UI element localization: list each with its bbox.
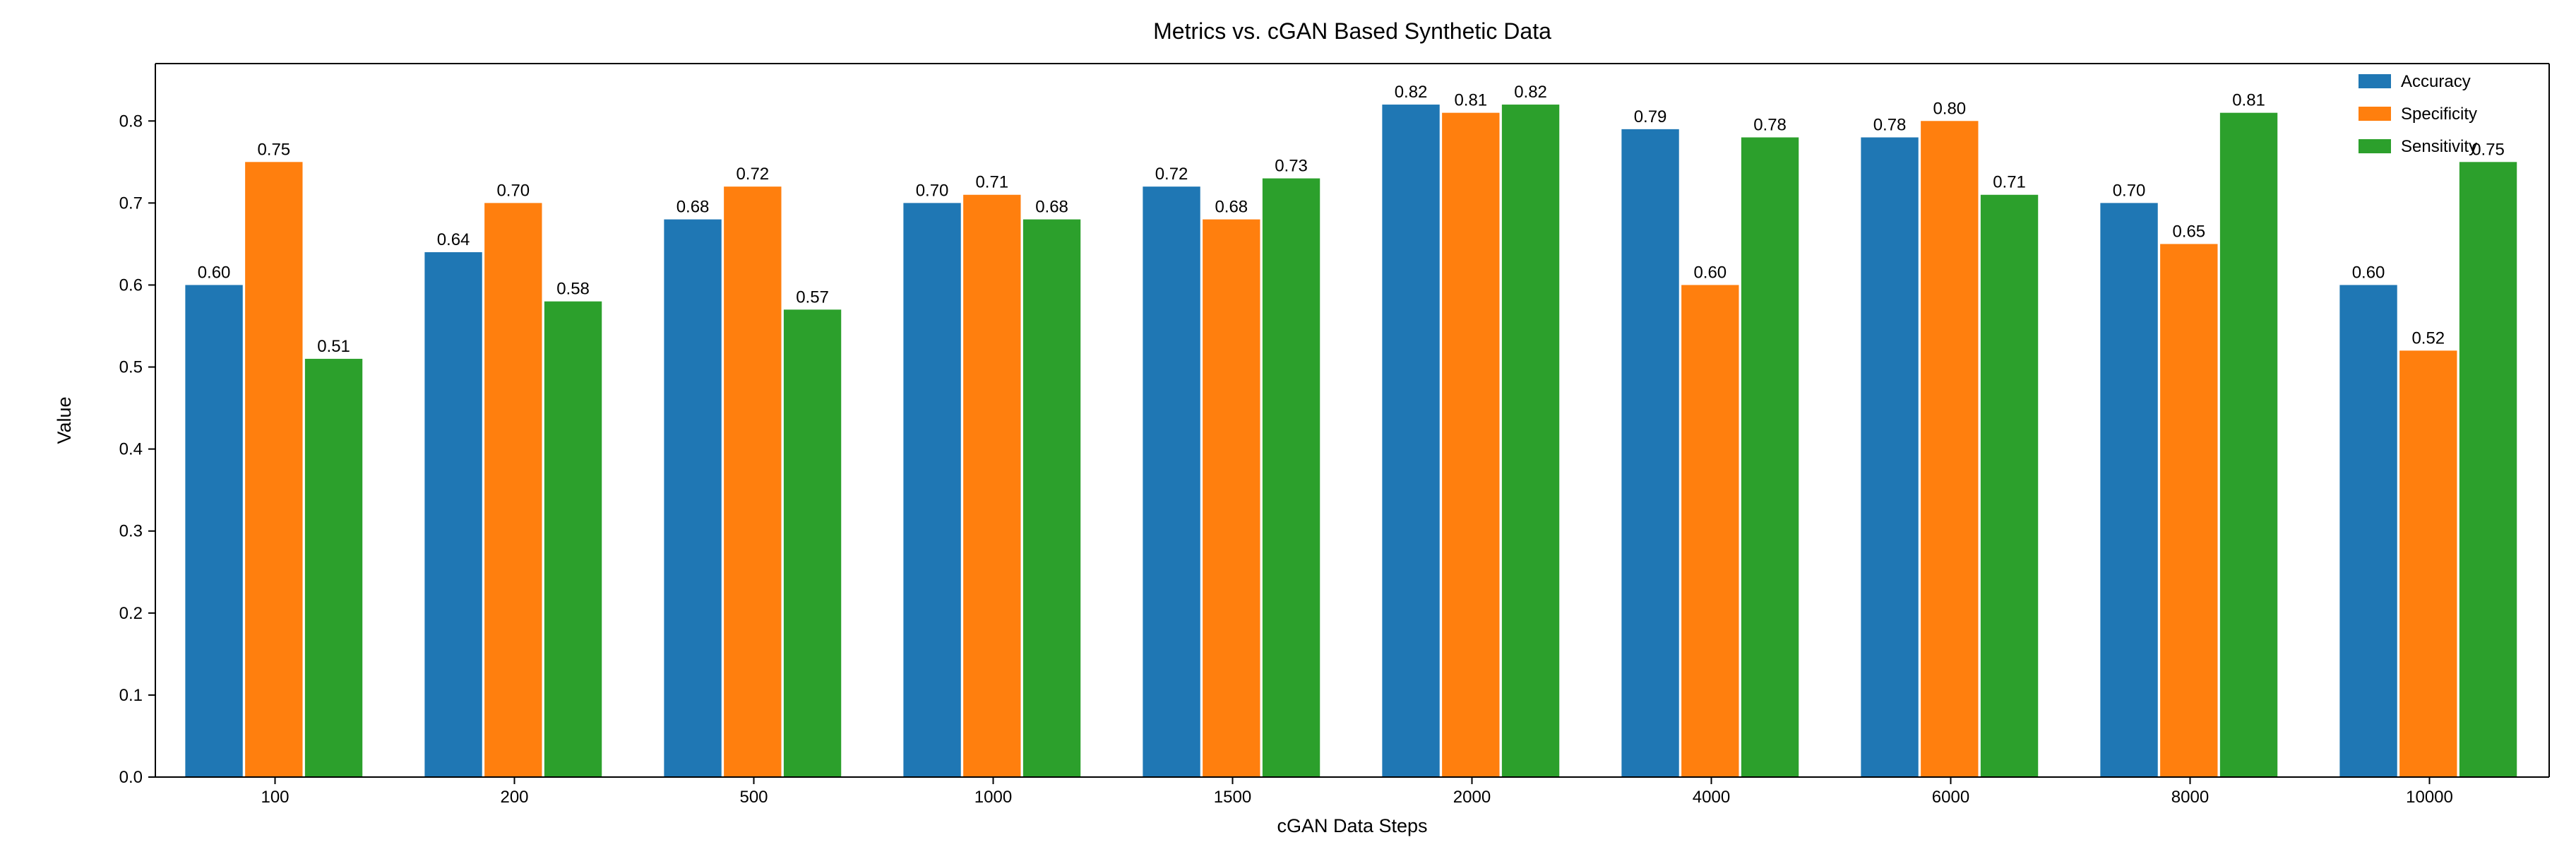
- x-tick-label: 8000: [2171, 788, 2209, 807]
- bar-specificity: [2399, 350, 2457, 777]
- bar-sensitivity: [1502, 105, 1559, 777]
- bar-value-label: 0.82: [1395, 83, 1428, 102]
- bar-sensitivity: [305, 359, 362, 777]
- bar-accuracy: [2100, 203, 2157, 777]
- x-axis-label: cGAN Data Steps: [1277, 815, 1427, 836]
- bar-specificity: [245, 162, 302, 777]
- bar-value-label: 0.68: [676, 198, 710, 217]
- bar-value-label: 0.73: [1275, 157, 1308, 176]
- x-tick-label: 10000: [2406, 788, 2453, 807]
- bar-value-label: 0.72: [736, 165, 769, 184]
- y-tick-label: 0.6: [119, 276, 143, 295]
- chart-svg: Metrics vs. cGAN Based Synthetic Data 0.0…: [0, 0, 2576, 847]
- x-tick-label: 2000: [1453, 788, 1491, 807]
- legend-label: Specificity: [2401, 105, 2477, 124]
- bar-value-label: 0.65: [2172, 222, 2205, 241]
- bar-value-label: 0.71: [1993, 173, 2026, 192]
- bar-specificity: [963, 195, 1020, 777]
- bar-specificity: [724, 186, 781, 777]
- bar-accuracy: [185, 285, 242, 777]
- legend-swatch: [2359, 107, 2391, 121]
- bar-accuracy: [2339, 285, 2397, 777]
- bar-value-label: 0.71: [975, 173, 1008, 192]
- bar-sensitivity: [1263, 179, 1320, 777]
- bar-specificity: [484, 203, 542, 777]
- bar-sensitivity: [2220, 113, 2277, 777]
- bar-sensitivity: [784, 309, 841, 777]
- legend-label: Sensitivity: [2401, 137, 2477, 156]
- bar-accuracy: [1382, 105, 1439, 777]
- bar-accuracy: [1621, 129, 1678, 777]
- bar-value-label: 0.75: [257, 140, 290, 159]
- bar-value-label: 0.78: [1753, 115, 1787, 134]
- x-tick-label: 200: [500, 788, 528, 807]
- bar-value-label: 0.57: [796, 288, 829, 307]
- x-tick-label: 1500: [1214, 788, 1251, 807]
- x-tick-label: 1000: [974, 788, 1012, 807]
- bar-value-label: 0.60: [2352, 263, 2385, 282]
- y-tick-label: 0.3: [119, 522, 143, 541]
- bar-sensitivity: [1741, 137, 1799, 777]
- y-tick-label: 0.4: [119, 440, 143, 459]
- bar-value-label: 0.70: [2113, 181, 2146, 200]
- x-tick-label: 6000: [1932, 788, 1969, 807]
- bar-sensitivity: [2459, 162, 2517, 777]
- y-tick-label: 0.0: [119, 768, 143, 787]
- bar-accuracy: [903, 203, 960, 777]
- bar-specificity: [2160, 244, 2217, 777]
- bar-specificity: [1681, 285, 1739, 777]
- bar-value-label: 0.68: [1035, 198, 1068, 217]
- bar-specificity: [1203, 220, 1260, 777]
- bar-accuracy: [424, 252, 482, 777]
- y-tick-label: 0.5: [119, 358, 143, 377]
- bar-value-label: 0.60: [1693, 263, 1727, 282]
- bar-accuracy: [664, 220, 721, 777]
- legend-swatch: [2359, 74, 2391, 88]
- x-tick-label: 500: [739, 788, 768, 807]
- bar-value-label: 0.80: [1933, 99, 1966, 118]
- bar-accuracy: [1143, 186, 1200, 777]
- bar-value-label: 0.70: [916, 181, 949, 200]
- bar-value-label: 0.64: [437, 230, 470, 249]
- bar-value-label: 0.70: [496, 181, 530, 200]
- chart-title: Metrics vs. cGAN Based Synthetic Data: [1153, 18, 1551, 44]
- bar-value-label: 0.52: [2411, 328, 2445, 348]
- x-tick-label: 100: [261, 788, 289, 807]
- bar-value-label: 0.81: [2232, 91, 2265, 110]
- y-tick-label: 0.8: [119, 112, 143, 131]
- bar-value-label: 0.72: [1155, 165, 1188, 184]
- y-tick-label: 0.7: [119, 194, 143, 213]
- bar-value-label: 0.82: [1514, 83, 1547, 102]
- bar-sensitivity: [1981, 195, 2038, 777]
- bar-value-label: 0.58: [556, 280, 590, 299]
- bar-value-label: 0.60: [198, 263, 231, 282]
- bar-sensitivity: [1023, 220, 1080, 777]
- bar-specificity: [1921, 121, 1978, 777]
- bar-value-label: 0.68: [1215, 198, 1248, 217]
- y-tick-label: 0.2: [119, 604, 143, 623]
- bar-specificity: [1442, 113, 1499, 777]
- legend-swatch: [2359, 139, 2391, 153]
- bar-value-label: 0.78: [1873, 115, 1907, 134]
- bar-value-label: 0.79: [1634, 107, 1667, 126]
- metrics-bar-chart: Metrics vs. cGAN Based Synthetic Data 0.0…: [0, 0, 2576, 847]
- x-tick-label: 4000: [1693, 788, 1730, 807]
- bar-value-label: 0.81: [1454, 91, 1487, 110]
- bar-accuracy: [1861, 137, 1918, 777]
- y-axis-label: Value: [54, 396, 75, 444]
- bar-sensitivity: [544, 302, 602, 777]
- y-tick-label: 0.1: [119, 686, 143, 705]
- bar-value-label: 0.51: [317, 337, 350, 356]
- legend-label: Accuracy: [2401, 72, 2471, 91]
